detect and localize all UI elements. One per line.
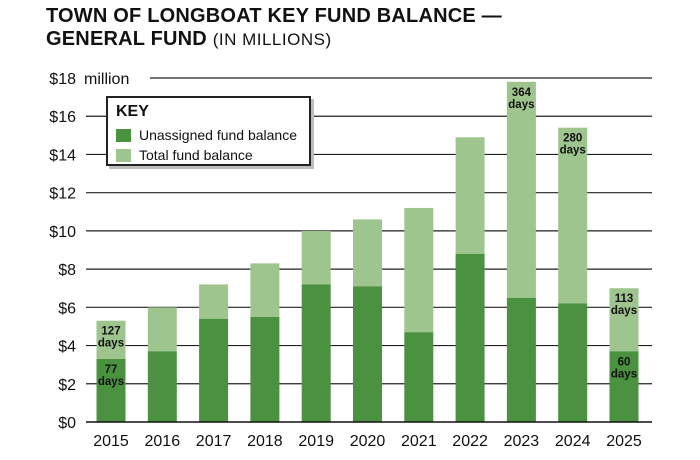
y-tick-label: $12 (49, 186, 76, 203)
bar-unassigned-2025 (609, 351, 639, 422)
annotation-number-2025: 113 (615, 293, 634, 305)
x-tick-label: 2016 (145, 433, 181, 450)
axes: $0 $2 $4 $6 $8 $10 $12 $14 $16 $18 million 2015 2016… (49, 71, 652, 450)
legend-title: KEY (116, 103, 149, 120)
bar-unassigned-2015 (96, 358, 126, 422)
y-axis-unit-label: million (84, 71, 129, 88)
legend-item-unassigned: Unassigned fund balance (116, 125, 301, 145)
bar-unassigned-2017 (199, 318, 229, 422)
bar-total-2020 (353, 219, 382, 287)
x-tick-label: 2023 (504, 433, 540, 450)
annotation-unit-2025: days (611, 368, 637, 380)
y-tick-label: $4 (58, 339, 76, 356)
annotation-unit-2024: days (560, 145, 586, 157)
chart-title-units: (IN MILLIONS) (212, 30, 332, 49)
x-tick-label: 2025 (606, 433, 642, 450)
y-tick-label: $8 (58, 262, 76, 279)
x-tick-label: 2015 (93, 433, 129, 450)
legend-item-total: Total fund balance (116, 145, 301, 165)
chart-title-line1: TOWN OF LONGBOAT KEY FUND BALANCE — (46, 5, 502, 27)
chart-title: TOWN OF LONGBOAT KEY FUND BALANCE — GENE… (46, 5, 502, 51)
bar-unassigned-2016 (147, 351, 177, 422)
annotation-unit-2015: days (98, 376, 124, 388)
x-tick-label: 2022 (452, 433, 488, 450)
bar-total-2015 (96, 320, 126, 359)
bar-total-2023 (506, 81, 536, 298)
y-tick-label: $0 (58, 415, 76, 432)
y-tick-label: $2 (58, 377, 76, 394)
bar-unassigned-2018 (250, 316, 280, 422)
x-tick-label: 2018 (247, 433, 283, 450)
annotation-number-2023: 364 (512, 87, 532, 99)
bar-unassigned-2019 (301, 284, 331, 422)
bar-unassigned-2024 (558, 303, 588, 422)
x-tick-label: 2020 (350, 433, 386, 450)
y-tick-label: $6 (58, 300, 76, 317)
bar-total-2019 (301, 230, 331, 285)
annotation-unit-2015: days (98, 338, 124, 350)
annotation-unit-2025: days (611, 305, 637, 317)
bar-total-2024 (558, 127, 588, 304)
x-tick-label: 2019 (298, 433, 334, 450)
chart-title-main: GENERAL FUND (46, 28, 207, 50)
bar-unassigned-2022 (455, 253, 485, 422)
bar-total-2016 (147, 307, 177, 352)
legend-label-unassigned: Unassigned fund balance (139, 127, 298, 143)
bar-total-2022 (455, 137, 485, 254)
x-tick-label: 2024 (555, 433, 591, 450)
annotation-number-2015: 127 (101, 326, 120, 338)
annotation-number-2015: 77 (105, 364, 118, 376)
x-tick-label: 2017 (196, 433, 232, 450)
bar-total-2017 (199, 284, 229, 319)
bar-total-2018 (250, 263, 280, 317)
bar-total-2025 (609, 288, 639, 352)
chart-title-line2: GENERAL FUND (IN MILLIONS) (46, 28, 502, 51)
bar-total-2021 (404, 207, 434, 333)
y-tick-label: $10 (49, 224, 76, 241)
legend-swatch-total (116, 148, 131, 162)
annotation-number-2024: 280 (563, 133, 582, 145)
x-tick-label: 2021 (401, 433, 437, 450)
y-tick-label: $14 (49, 147, 76, 164)
annotation-unit-2023: days (508, 99, 534, 111)
bars (96, 81, 639, 422)
legend-label-total: Total fund balance (139, 147, 253, 163)
legend: KEY Unassigned fund balance Total fund b… (106, 96, 311, 166)
y-tick-label: $16 (49, 109, 76, 126)
bar-unassigned-2020 (353, 286, 382, 422)
annotation-number-2025: 60 (618, 356, 631, 368)
bar-unassigned-2023 (506, 297, 536, 422)
y-tick-label: $18 (49, 71, 76, 88)
legend-swatch-unassigned (116, 128, 131, 142)
bar-unassigned-2021 (404, 332, 434, 422)
